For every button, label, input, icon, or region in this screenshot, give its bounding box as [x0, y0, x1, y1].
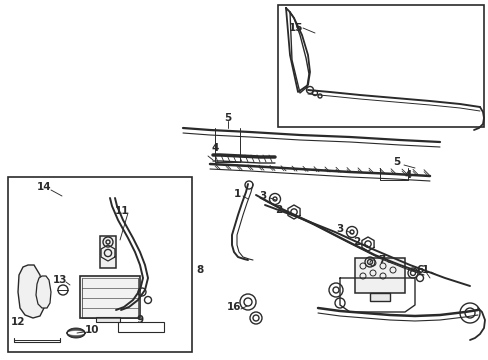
Polygon shape — [36, 276, 51, 308]
Bar — [80, 276, 140, 318]
Text: 3: 3 — [336, 224, 343, 234]
Text: 9: 9 — [136, 315, 143, 325]
Text: 1: 1 — [233, 189, 240, 199]
Text: 5: 5 — [224, 113, 231, 123]
Text: 6: 6 — [415, 265, 423, 275]
Polygon shape — [18, 265, 44, 318]
Text: 4: 4 — [404, 170, 411, 180]
Text: 1: 1 — [421, 265, 428, 275]
Bar — [369, 293, 389, 301]
Text: 4: 4 — [211, 143, 218, 153]
Text: 16: 16 — [226, 302, 241, 312]
Text: 5: 5 — [392, 157, 400, 167]
Text: 12: 12 — [11, 317, 25, 327]
Bar — [118, 322, 163, 332]
Text: 14: 14 — [37, 182, 51, 192]
Bar — [96, 317, 120, 322]
Text: 13: 13 — [53, 275, 67, 285]
Bar — [8, 177, 192, 352]
Text: 11: 11 — [115, 206, 129, 216]
Text: 2: 2 — [275, 205, 282, 215]
Text: 8: 8 — [196, 265, 203, 275]
Text: 3: 3 — [259, 191, 266, 201]
Text: 2: 2 — [353, 237, 360, 247]
Text: 7: 7 — [378, 255, 385, 265]
Bar — [354, 258, 404, 293]
Bar — [278, 5, 483, 127]
Text: 15: 15 — [288, 23, 303, 33]
Text: 10: 10 — [84, 325, 99, 335]
Bar — [100, 236, 116, 268]
